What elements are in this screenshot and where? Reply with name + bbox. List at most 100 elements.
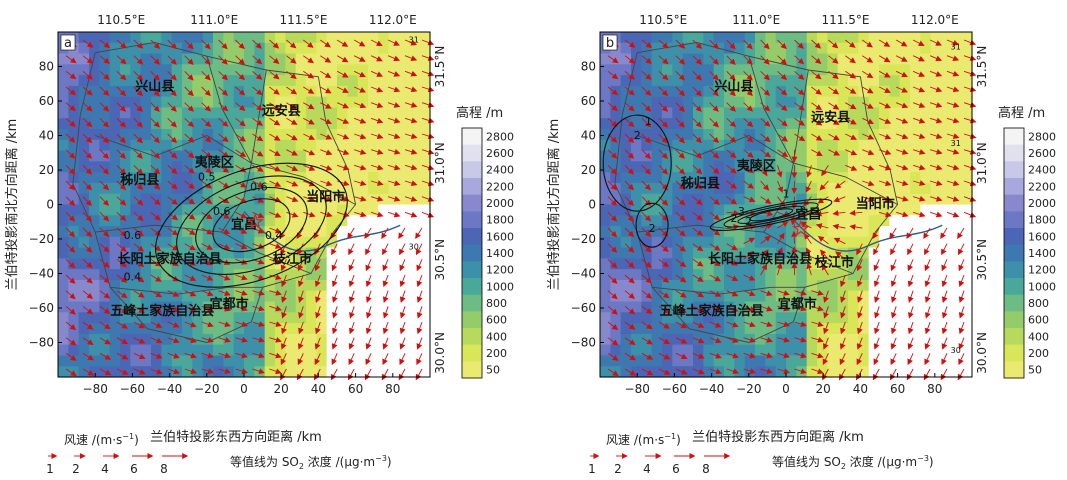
wind-arrow: [167, 117, 177, 128]
wind-arrow: [777, 70, 788, 81]
wind-arrow: [82, 274, 93, 284]
wind-arrow: [235, 243, 248, 250]
lon-tick-label: 111.0°E: [732, 13, 780, 27]
wind-arrow: [399, 290, 406, 303]
wind-arrow: [65, 227, 76, 238]
wind-arrow: [387, 148, 401, 155]
wind-arrow: [856, 243, 863, 256]
wind-arrow: [607, 321, 619, 331]
wind-arrow: [133, 211, 144, 221]
x-axis-label: 兰伯特投影东西方向距离 /km: [150, 429, 322, 445]
wind-arrow: [349, 306, 355, 319]
colorbar-swatch: [462, 278, 482, 296]
wind-arrow: [99, 321, 111, 330]
wind-arrow: [133, 352, 146, 359]
x-tick-label: 60: [890, 382, 905, 396]
wind-arrow: [624, 227, 635, 238]
wind-arrow: [794, 336, 807, 343]
wind-arrow: [777, 86, 788, 96]
wind-arrow: [348, 353, 355, 366]
wind-arrow: [906, 368, 914, 381]
colorbar-tick-label: 1400: [486, 247, 514, 260]
wind-arrow: [235, 305, 248, 312]
wind-arrow: [794, 117, 806, 126]
wind-arrow: [726, 368, 740, 375]
wind-arrow: [332, 306, 338, 319]
wind-arrow: [280, 368, 287, 381]
so2-contours: [155, 162, 348, 288]
wind-arrow: [760, 196, 772, 204]
wind-arrow: [167, 86, 177, 97]
wind-arrow: [303, 86, 315, 94]
wind-arrow: [387, 102, 401, 108]
wind-arrow: [303, 39, 314, 48]
wind-arrow: [760, 223, 774, 229]
wind-arrow: [252, 102, 263, 111]
wind-arrow: [946, 180, 960, 187]
wind-arrow: [65, 55, 77, 64]
y-tick-label: 0: [588, 198, 596, 212]
wind-arrow: [370, 117, 384, 124]
wind-arrow: [607, 211, 618, 222]
wind-arrow: [709, 39, 719, 50]
wind-arrow: [167, 180, 178, 190]
colorbar-tick-label: 2200: [486, 180, 514, 193]
wind-arrow: [404, 117, 418, 124]
wind-arrow: [878, 55, 891, 63]
wind-arrow: [895, 39, 908, 47]
colorbar-swatch: [1004, 328, 1024, 346]
wind-arrow: [218, 337, 231, 343]
wind-arrow: [235, 258, 248, 265]
wind-arrow: [624, 86, 635, 96]
wind-arrow: [941, 353, 948, 366]
wind-arrow: [675, 102, 685, 113]
wind-arrow: [641, 70, 652, 80]
wind-arrow: [946, 211, 960, 218]
wind-arrow: [811, 289, 824, 296]
wind-arrow: [336, 86, 349, 93]
wind-arrow: [879, 211, 892, 218]
wind-arrow: [862, 39, 873, 48]
colorbar-tick-label: 1000: [1028, 280, 1056, 293]
wind-arrow: [811, 86, 822, 95]
colorbar-swatch: [462, 178, 482, 196]
colorbar-tick-label: 2600: [1028, 147, 1056, 160]
wind-arrow: [286, 86, 298, 95]
wind-arrow: [641, 211, 652, 222]
wind-arrow: [387, 211, 401, 218]
wind-arrow: [760, 263, 768, 276]
wind-arrow: [416, 353, 423, 366]
wind-arrow: [811, 55, 822, 65]
wind-arrow: [624, 258, 635, 269]
wind-arrow: [692, 196, 703, 206]
wind-arrow: [839, 353, 846, 366]
wind-arrow: [65, 86, 77, 96]
wind-arrow: [726, 164, 737, 174]
wind-arrow: [387, 117, 401, 124]
wind-arrow: [777, 102, 788, 112]
contour-note: 等值线为 SO2 浓度 /(μg·m−3): [772, 454, 934, 471]
wind-arrow: [348, 243, 355, 256]
wind-arrow: [862, 149, 875, 156]
wind-arrow: [692, 243, 704, 252]
wind-arrow: [116, 243, 127, 253]
wind-arrow: [354, 164, 367, 171]
wind-arrow: [929, 164, 943, 171]
wind-arrow: [823, 290, 829, 303]
wind-arrow: [941, 321, 948, 335]
wind-arrow: [116, 117, 126, 128]
wind-arrow: [726, 290, 739, 297]
wind-arrow: [941, 274, 948, 288]
wind-arrow: [150, 258, 162, 267]
wind-arrow: [890, 321, 897, 335]
wind-arrow: [791, 230, 798, 244]
wind-arrow: [82, 133, 93, 144]
wind-arrow: [777, 196, 786, 208]
wind-arrow: [760, 305, 773, 312]
wind-arrow: [828, 70, 839, 79]
wind-arrow: [184, 274, 197, 281]
wind-arrow: [235, 102, 246, 112]
wind-arrow: [421, 86, 435, 93]
wind-arrow: [150, 39, 161, 49]
panel-label-box: [60, 34, 76, 51]
